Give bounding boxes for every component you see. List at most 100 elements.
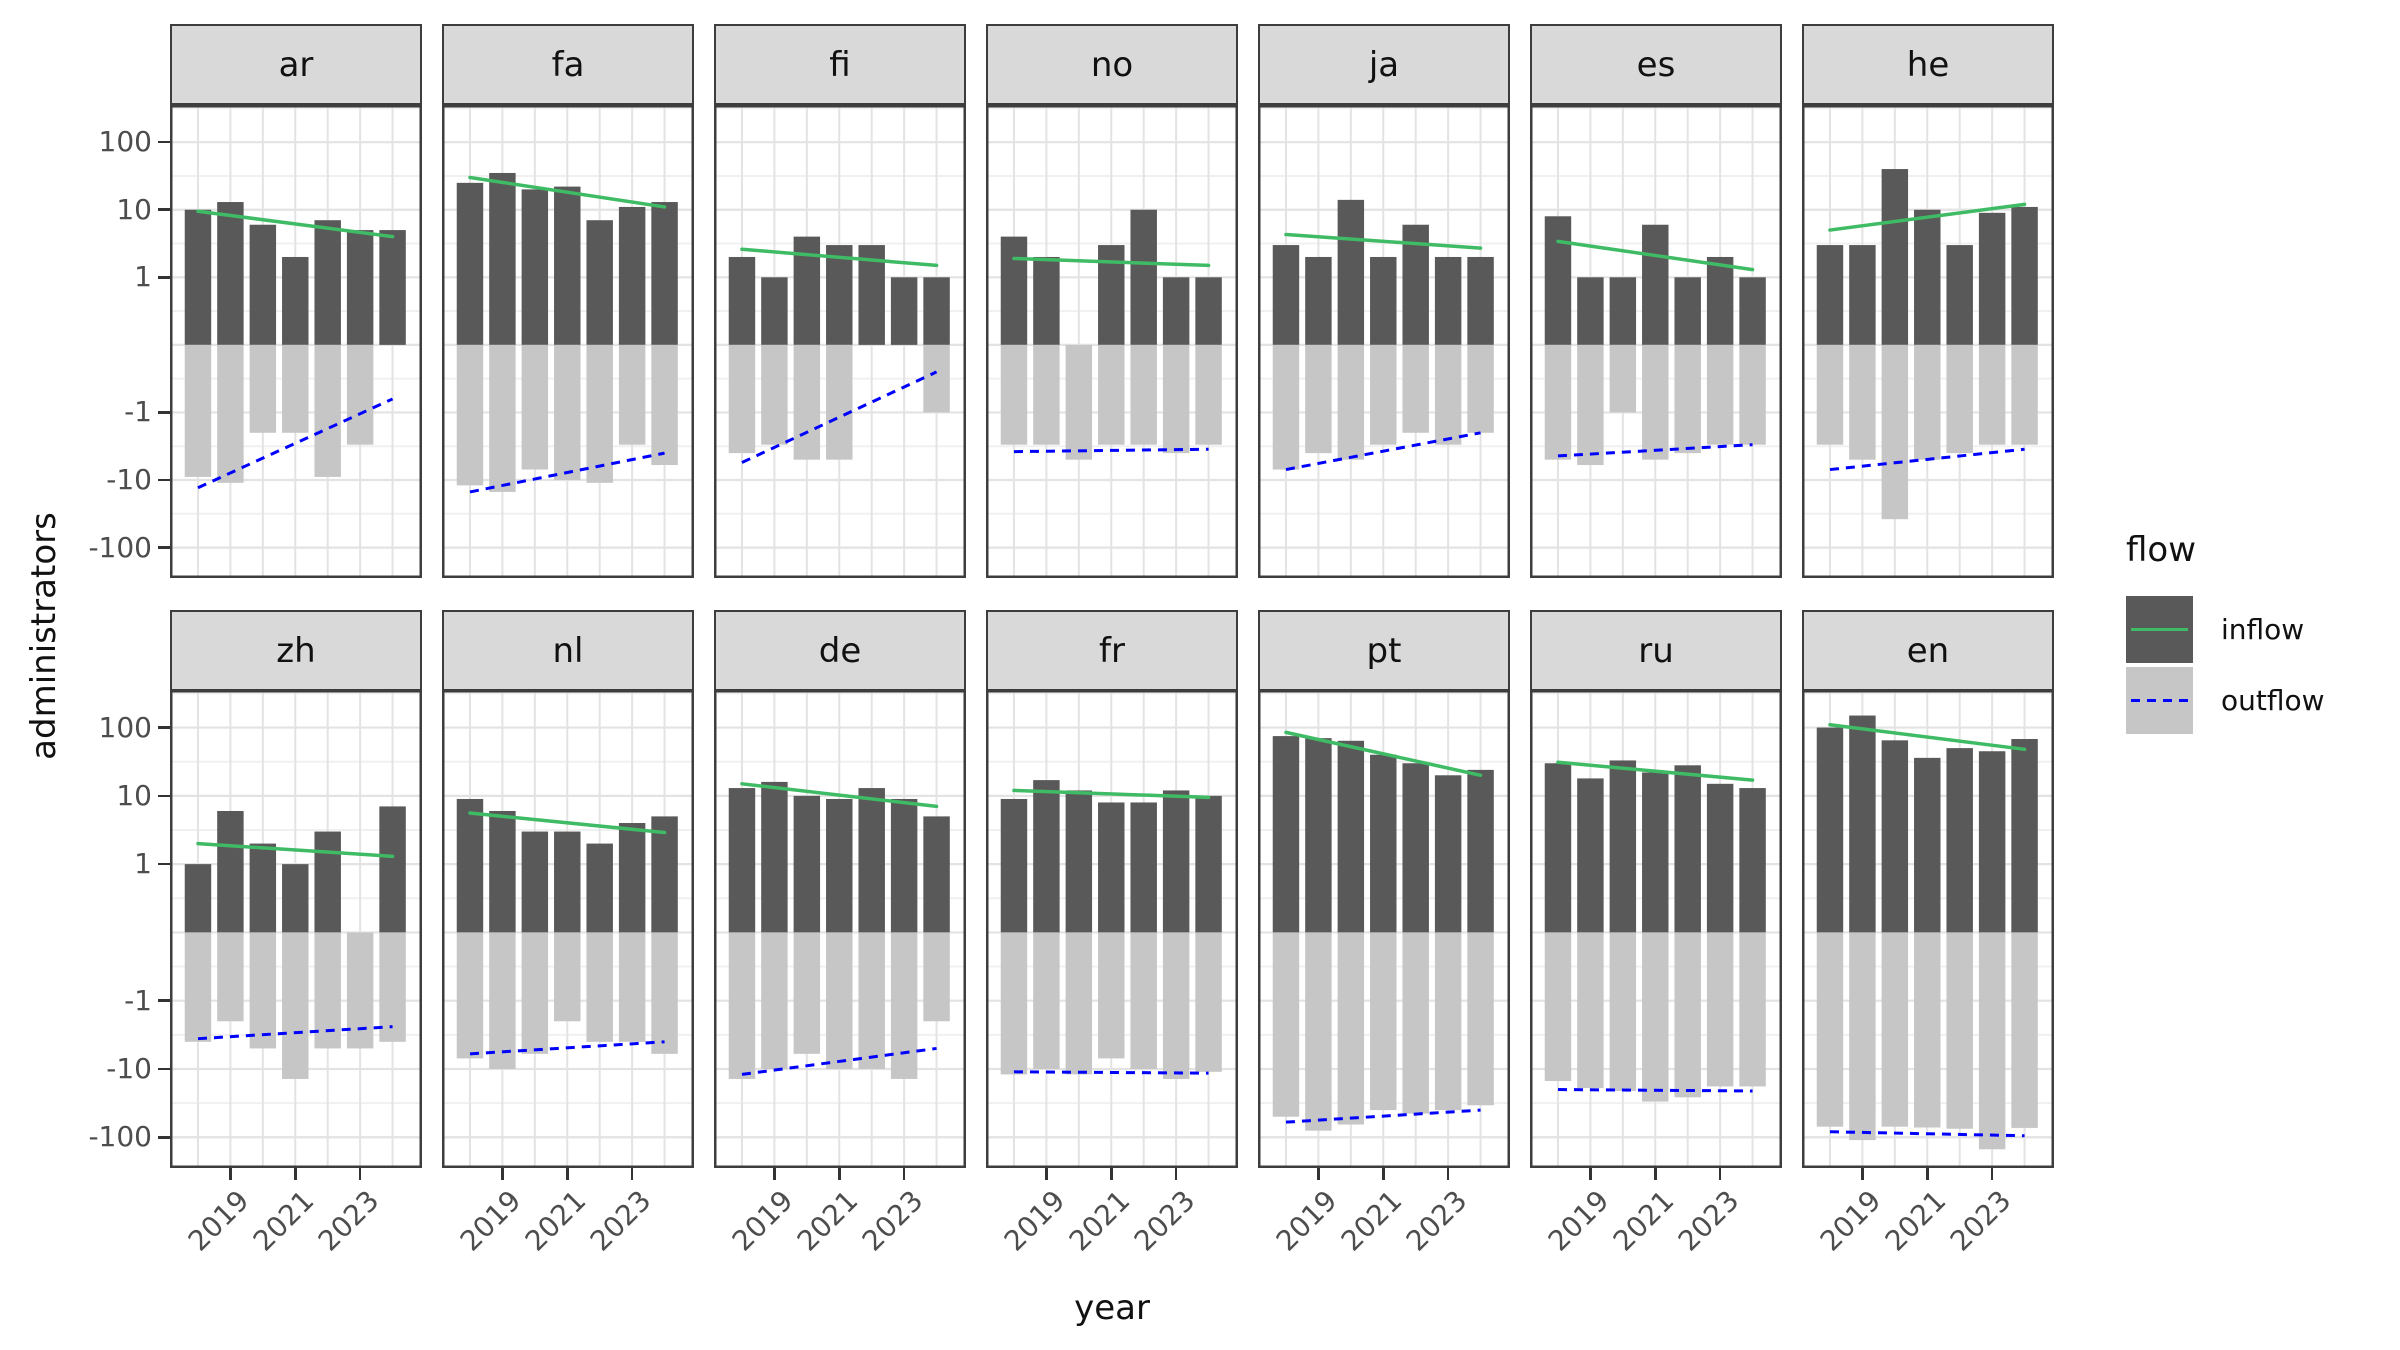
inflow-bar (1674, 277, 1701, 345)
legend-item-outflow: outflow (2126, 667, 2386, 734)
outflow-bar (1849, 932, 1876, 1141)
outflow-bar (728, 344, 756, 454)
facet-panel-es (1530, 105, 1782, 578)
outflow-bar (489, 932, 516, 1069)
inflow-bar (1098, 802, 1125, 933)
outflow-bar (1195, 932, 1222, 1072)
x-tick-label: 2021 (1062, 1183, 1137, 1258)
y-tick (158, 794, 170, 798)
inflow-bar (489, 810, 516, 933)
y-tick-label: -1 (124, 983, 152, 1017)
inflow-bar (1706, 783, 1734, 933)
x-tick-label: 2019 (453, 1183, 528, 1258)
outflow-bar (2011, 932, 2038, 1128)
inflow-bar (1370, 256, 1397, 345)
outflow-bar (826, 932, 853, 1069)
inflow-bar (1305, 256, 1332, 345)
outflow-bar (1098, 932, 1125, 1059)
outflow-bar (923, 344, 950, 413)
x-tick-label: 2021 (246, 1183, 321, 1258)
inflow-bar (1337, 199, 1365, 345)
x-tick (566, 1168, 569, 1180)
outflow-bar (1816, 932, 1844, 1127)
y-tick (158, 208, 170, 211)
facet-panel-nl (442, 690, 694, 1168)
outflow-bar (793, 932, 821, 1054)
x-tick-label: 2023 (1943, 1183, 2018, 1258)
outflow-trend-line (741, 370, 938, 464)
x-tick (1317, 1168, 1320, 1180)
outflow-bar (1033, 932, 1060, 1069)
outflow-bar (456, 344, 484, 486)
inflow-trend-line (1828, 722, 2027, 752)
outflow-bar (1000, 932, 1028, 1075)
inflow-bar (826, 245, 853, 345)
facet-strip-de: de (714, 610, 966, 691)
outflow-bar (923, 932, 950, 1022)
outflow-bar (651, 932, 678, 1054)
inflow-bar (1195, 277, 1222, 345)
x-tick (1110, 1168, 1113, 1180)
panel-border (714, 105, 966, 578)
x-axis-title: year (1074, 1288, 1150, 1328)
outflow-bar (1065, 932, 1093, 1075)
outflow-trend-line (197, 397, 394, 490)
inflow-trend-line-icon (2131, 628, 2188, 631)
outflow-bar (1706, 932, 1734, 1087)
y-tick (158, 411, 170, 414)
x-tick-label: 2019 (1813, 1183, 1888, 1258)
facet-label: fr (1099, 630, 1125, 671)
inflow-bar (1978, 212, 2006, 345)
x-tick (358, 1168, 362, 1180)
outflow-bar (1946, 344, 1973, 454)
outflow-bar (1305, 344, 1332, 454)
inflow-bar (1577, 778, 1604, 933)
facet-panel-ru (1530, 690, 1782, 1168)
y-tick-label: -100 (88, 1120, 152, 1154)
panel-border (986, 105, 1238, 578)
outflow-bar (1337, 344, 1365, 460)
inflow-bar (1337, 740, 1365, 933)
y-tick (158, 1136, 170, 1139)
legend-title: flow (2126, 530, 2197, 570)
inflow-swatch-icon (2126, 596, 2193, 663)
inflow-bar (2011, 738, 2038, 933)
inflow-bar (217, 810, 244, 933)
facet-label: ja (1368, 44, 1400, 85)
inflow-bar (1739, 788, 1766, 933)
inflow-bar (1849, 715, 1876, 933)
outflow-trend-line (1013, 1070, 1209, 1075)
outflow-bar (761, 344, 788, 445)
inflow-bar (1162, 277, 1190, 345)
facet-strip-fa: fa (442, 24, 694, 105)
facet-label: zh (276, 630, 316, 671)
outflow-bar (1674, 344, 1701, 454)
outflow-bar (1195, 344, 1222, 445)
inflow-bar (1816, 727, 1844, 933)
facet-label: nl (552, 630, 584, 671)
x-tick-label: 2021 (1606, 1183, 1681, 1258)
x-tick-label: 2023 (855, 1183, 930, 1258)
outflow-bar (1467, 344, 1494, 433)
outflow-bar (521, 344, 549, 470)
y-tick (158, 140, 170, 144)
x-tick-label: 2023 (1671, 1183, 1746, 1258)
y-tick-label: -100 (88, 530, 152, 564)
inflow-bar (651, 202, 678, 345)
outflow-bar (1674, 932, 1701, 1098)
outflow-bar (1881, 932, 1909, 1127)
inflow-bar (346, 230, 374, 345)
inflow-bar (826, 798, 853, 933)
y-tick (158, 478, 170, 482)
x-tick (229, 1168, 232, 1180)
outflow-bar (858, 932, 885, 1069)
y-tick (158, 999, 170, 1002)
panel-border (1802, 105, 2054, 578)
inflow-bar (217, 202, 244, 345)
outflow-bar (282, 344, 309, 433)
inflow-bar (1946, 245, 1973, 345)
x-tick-label: 2023 (1399, 1183, 1474, 1258)
outflow-bar (1402, 344, 1429, 433)
inflow-bar (456, 182, 484, 345)
inflow-trend-line (1012, 256, 1211, 268)
